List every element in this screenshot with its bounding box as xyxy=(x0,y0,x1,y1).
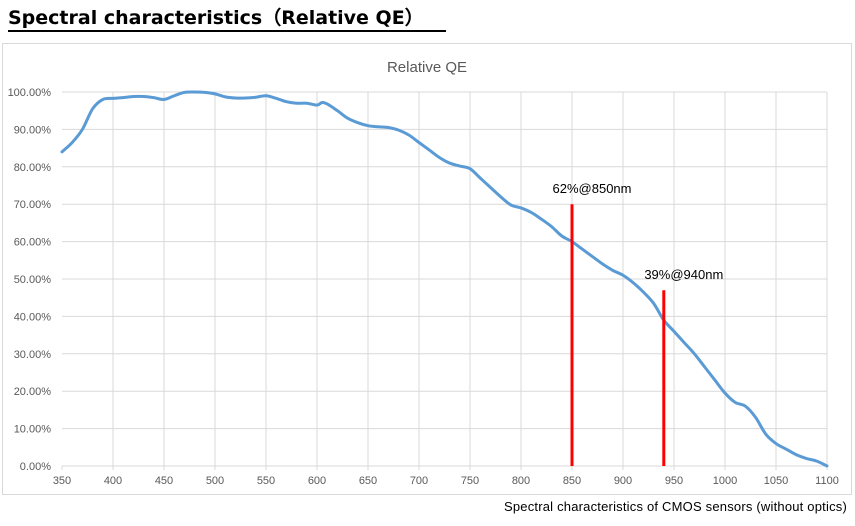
y-gridlines xyxy=(62,91,827,430)
x-tick-label: 500 xyxy=(206,475,224,487)
y-tick-label: 100.00% xyxy=(8,87,52,99)
y-tick-label: 50.00% xyxy=(14,274,52,286)
x-tick-label: 700 xyxy=(410,475,428,487)
y-tick-label: 80.00% xyxy=(14,162,52,174)
x-tick-label: 550 xyxy=(257,475,275,487)
y-tick-label: 70.00% xyxy=(14,199,52,211)
series-layer xyxy=(60,90,829,468)
x-tick-label: 900 xyxy=(614,475,632,487)
y-tick-label: 10.00% xyxy=(14,424,52,436)
x-tick-label: 1100 xyxy=(815,475,839,487)
y-tick-label: 60.00% xyxy=(14,237,52,249)
x-tick-label: 650 xyxy=(359,475,377,487)
x-tick-label: 1000 xyxy=(713,475,737,487)
x-tick-label: 1050 xyxy=(764,475,788,487)
axes xyxy=(61,465,828,470)
x-tick-label: 800 xyxy=(512,475,530,487)
page-heading: Spectral characteristics（Relative QE） xyxy=(8,6,446,32)
chart-frame xyxy=(2,43,852,495)
y-tick-label: 90.00% xyxy=(14,124,52,136)
relative-qe-line xyxy=(60,90,829,468)
chart-caption: Spectral characteristics of CMOS sensors… xyxy=(503,499,847,514)
x-tick-label: 950 xyxy=(665,475,683,487)
y-tick-label: 0.00% xyxy=(20,461,51,473)
wavelength-marker-label: 62%@850nm xyxy=(553,181,632,196)
y-tick-label: 30.00% xyxy=(14,349,52,361)
x-tick-label: 850 xyxy=(563,475,581,487)
annotation-layer: 62%@850nm 39%@940nm xyxy=(553,181,723,466)
chart-title: Relative QE xyxy=(387,59,467,76)
y-tick-labels: 0.00% 10.00% 20.00% 30.00% 40.00% 50.00% 60.00… xyxy=(8,87,52,473)
x-tick-label: 350 xyxy=(53,475,71,487)
x-tick-labels: 350 400 450 500 550 600 650 700 750 800 850 900 950 1… xyxy=(53,475,839,487)
x-tick-label: 600 xyxy=(308,475,326,487)
wavelength-marker-label: 39%@940nm xyxy=(644,267,723,282)
x-tick-label: 400 xyxy=(104,475,122,487)
x-tick-label: 450 xyxy=(155,475,173,487)
y-tick-label: 20.00% xyxy=(14,386,52,398)
x-tick-label: 750 xyxy=(461,475,479,487)
y-tick-label: 40.00% xyxy=(14,311,52,323)
